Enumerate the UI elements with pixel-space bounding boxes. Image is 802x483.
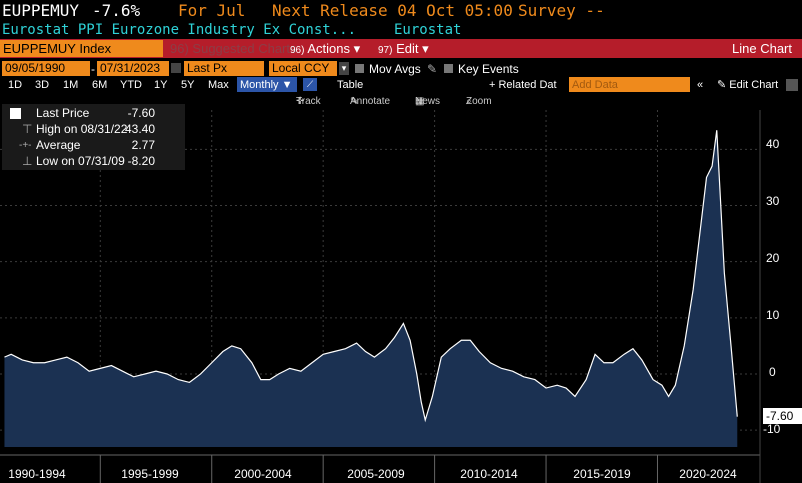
survey-label: Survey --	[518, 1, 605, 20]
crosshair-icon: ✛	[296, 96, 305, 107]
last-value-badge: -7.60	[763, 408, 802, 424]
tools-row: ✛ Track ✎ Annotate ▦ News ⌕ Zoom	[0, 94, 802, 109]
legend-last-price-label: Last Price	[36, 106, 90, 120]
pencil-icon[interactable]: ✎	[427, 62, 438, 76]
next-release-label: Next Release 04 Oct 05:00	[272, 1, 513, 20]
legend-average-value: 2.77	[131, 138, 155, 152]
description-row: Eurostat PPI Eurozone Industry Ex Const.…	[0, 21, 802, 39]
ticker: EUPPEMUY	[2, 1, 80, 20]
edit-label: Edit	[396, 41, 419, 56]
high-marker-icon: ⊤	[22, 122, 33, 136]
legend-average-label: Average	[36, 138, 81, 152]
change-value: -7.6%	[92, 1, 141, 20]
chevron-down-icon[interactable]: ▾	[339, 62, 349, 75]
range-bar: 09/05/1990 - 07/31/2023 Last Px Local CC…	[0, 61, 802, 77]
chevron-down-icon: ▼	[281, 79, 293, 91]
period-1y[interactable]: 1Y	[154, 79, 168, 91]
mov-avgs-checkbox[interactable]	[355, 64, 364, 73]
currency-select[interactable]: Local CCY	[269, 61, 337, 76]
mov-avgs-label[interactable]: Mov Avgs	[369, 62, 421, 76]
pen-icon: ✎	[350, 96, 359, 107]
period-label: For Jul	[178, 1, 246, 20]
toolbar: EUPPEMUY Index 96) Suggested Charts 96) …	[0, 39, 802, 58]
low-marker-icon: ⊥	[22, 154, 33, 168]
x-tick-label: 2020-2024	[679, 467, 737, 481]
news-icon: ▦	[415, 96, 425, 107]
chart-type-label[interactable]: Line Chart	[732, 41, 792, 56]
legend-high: ⊤ High on 08/31/22 43.40	[2, 122, 185, 137]
collapse-icon[interactable]: «	[697, 79, 704, 91]
x-tick-label: 2000-2004	[234, 467, 292, 481]
legend: Last Price -7.60 ⊤ High on 08/31/22 43.4…	[2, 104, 185, 170]
suggested-charts-button[interactable]: 96) Suggested Charts	[170, 41, 297, 56]
calendar-icon[interactable]	[171, 63, 181, 73]
legend-low-label: Low on 07/31/09	[36, 154, 125, 168]
pencil-icon: ✎	[717, 79, 727, 91]
legend-high-label: High on 08/31/22	[36, 122, 128, 136]
index-field[interactable]: EUPPEMUY Index	[0, 40, 163, 57]
legend-average: -+- Average 2.77	[2, 138, 185, 153]
x-tick-label: 1995-1999	[121, 467, 179, 481]
zoom-icon: ⌕	[466, 96, 472, 107]
edit-num: 97	[378, 45, 390, 56]
related-data-button[interactable]: + Related Dat	[489, 79, 557, 91]
suggested-num: 96	[170, 41, 185, 56]
suggested-label: Suggested Charts	[192, 41, 297, 56]
header-row: EUPPEMUY -7.6% For Jul Next Release 04 O…	[0, 0, 802, 22]
last-price-swatch	[10, 108, 21, 119]
chart-icon[interactable]: ⟋	[303, 78, 317, 91]
annotate-label: Annotate	[350, 96, 391, 107]
actions-button[interactable]: 96) Actions ▾	[290, 41, 361, 56]
frequency-select[interactable]: Monthly ▼	[237, 77, 297, 92]
news-label: News	[415, 96, 441, 107]
track-label: Track	[296, 96, 321, 107]
key-events-checkbox[interactable]	[444, 64, 453, 73]
period-6m[interactable]: 6M	[92, 79, 108, 91]
period-3d[interactable]: 3D	[35, 79, 50, 91]
legend-low-value: -8.20	[127, 154, 155, 168]
y-tick-label: 10	[766, 308, 780, 322]
source: Eurostat	[394, 22, 462, 38]
chevron-down-icon: ▾	[353, 41, 361, 56]
y-tick-label: 0	[769, 365, 776, 379]
series-line	[4, 130, 738, 423]
key-events-label[interactable]: Key Events	[458, 62, 519, 76]
period-bar: 1D 3D 1M 6M YTD 1Y 5Y Max Monthly ▼ ⟋ Ta…	[0, 77, 802, 93]
table-button[interactable]: Table	[337, 79, 364, 91]
y-tick-label: 20	[766, 251, 780, 265]
period-5y[interactable]: 5Y	[181, 79, 195, 91]
legend-high-value: 43.40	[124, 122, 155, 136]
x-tick-label: 2010-2014	[460, 467, 518, 481]
settings-icon[interactable]	[786, 79, 798, 91]
x-tick-label: 1990-1994	[8, 467, 66, 481]
x-tick-label: 2005-2009	[347, 467, 405, 481]
zoom-label: Zoom	[466, 96, 492, 107]
period-ytd[interactable]: YTD	[120, 79, 142, 91]
legend-low: ⊥ Low on 07/31/09 -8.20	[2, 154, 185, 169]
y-tick-label: -10	[763, 422, 781, 436]
series-area	[4, 130, 738, 447]
edit-button[interactable]: 97) Edit ▾	[378, 41, 429, 56]
period-1m[interactable]: 1M	[63, 79, 79, 91]
chevron-down-icon: ▾	[422, 41, 429, 56]
y-tick-label: 30	[766, 194, 780, 208]
period-max[interactable]: Max	[208, 79, 229, 91]
field-select[interactable]: Last Px	[184, 61, 264, 76]
frequency-label: Monthly	[240, 79, 279, 91]
end-date-input[interactable]: 07/31/2023	[97, 61, 169, 76]
legend-last-price: Last Price -7.60	[2, 106, 185, 121]
x-tick-label: 2015-2019	[573, 467, 631, 481]
y-tick-label: 40	[766, 137, 780, 151]
legend-last-price-value: -7.60	[127, 106, 155, 120]
period-1d[interactable]: 1D	[8, 79, 23, 91]
start-date-input[interactable]: 09/05/1990	[2, 61, 90, 76]
edit-chart-label: Edit Chart	[729, 79, 779, 91]
add-data-input[interactable]: Add Data	[569, 77, 690, 92]
actions-label: Actions	[307, 41, 350, 56]
edit-chart-button[interactable]: ✎ Edit Chart	[717, 77, 778, 93]
average-marker-icon: -+-	[19, 140, 32, 151]
description: Eurostat PPI Eurozone Industry Ex Const.…	[2, 22, 357, 38]
